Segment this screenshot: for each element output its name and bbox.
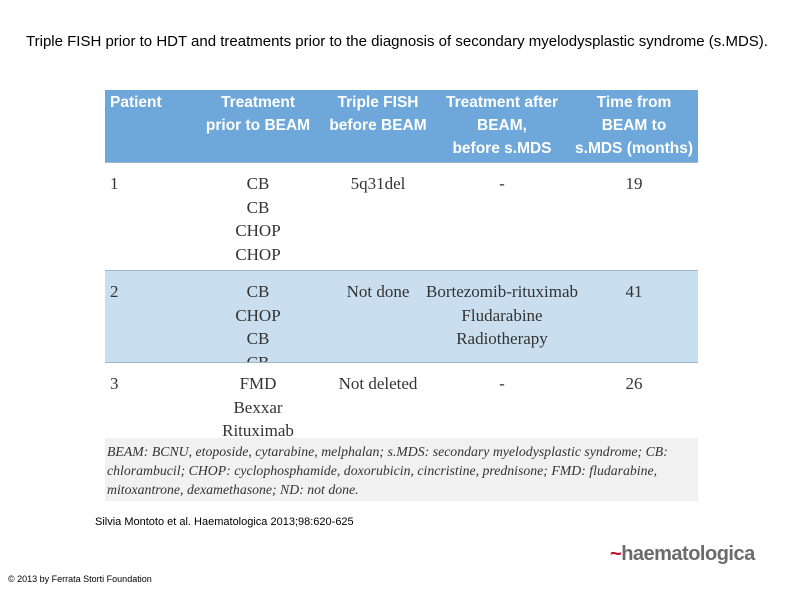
table-row: 1 CB CB CHOP CHOP 5q31del - 19 — [105, 162, 698, 271]
table-cell: Radiotherapy — [456, 329, 548, 348]
table-cell: CB — [246, 174, 270, 193]
header-cell: prior to BEAM — [205, 117, 311, 134]
header-cell: s.MDS (months) — [575, 140, 693, 157]
table-cell: 3 — [110, 374, 119, 393]
header-cell: Time from — [596, 94, 672, 111]
header-cell: Patient — [110, 94, 162, 111]
table-cell: FMD — [239, 374, 277, 393]
table-footnote: BEAM: BCNU, etoposide, cytarabine, melph… — [105, 437, 698, 501]
table-cell: Not deleted — [338, 374, 418, 393]
table-cell: CHOP — [235, 305, 281, 325]
table-row: 2CBCHOPCBCBNot doneBortezomib-rituximabF… — [105, 270, 698, 372]
table-cell: CB — [246, 329, 270, 348]
header-cell: BEAM to — [601, 117, 667, 134]
header-cell: before BEAM — [329, 117, 427, 134]
table-cell: CB — [246, 282, 270, 301]
table-cell: Bortezomib-rituximab — [425, 282, 579, 301]
table-cell: Fludarabine — [461, 305, 543, 325]
header-cell: Triple FISH — [337, 94, 419, 111]
table-cell: 2 — [110, 282, 119, 301]
table-cell: 41 — [625, 282, 643, 301]
table-row: 3 FMD Bexxar Rituximab Not deleted - 26 — [105, 362, 698, 440]
table-cell: - — [499, 374, 505, 393]
table-cell: CHOP — [235, 244, 281, 264]
table-cell: CHOP — [235, 221, 281, 240]
citation: Silvia Montoto et al. Haematologica 2013… — [95, 516, 354, 528]
table-cell: Not done — [346, 282, 410, 301]
logo: ~haematologica — [610, 543, 755, 566]
slide-title: Triple FISH prior to HDT and treatments … — [26, 33, 768, 50]
copyright: © 2013 by Ferrata Storti Foundation — [8, 574, 152, 584]
table-cell: CB — [246, 197, 270, 217]
logo-mark: ~ — [610, 543, 622, 565]
table-cell: Rituximab — [222, 421, 294, 440]
footnote-text: BEAM: BCNU, etoposide, cytarabine, melph… — [107, 444, 668, 497]
table-cell: Bexxar — [233, 397, 283, 417]
logo-text: haematologica — [621, 543, 755, 565]
table-cell: 1 — [110, 174, 119, 193]
table-cell: 19 — [625, 174, 643, 193]
header-cell: BEAM, — [477, 117, 527, 134]
table: Patient Treatment prior to BEAM Triple FISH… — [105, 90, 698, 501]
table-cell: 26 — [625, 374, 643, 393]
table-cell: - — [499, 174, 505, 193]
header-cell: before s.MDS — [452, 140, 552, 157]
header-cell: Treatment after — [446, 94, 558, 111]
header-cell: Treatment — [220, 94, 296, 111]
table-cell: 5q31del — [350, 174, 406, 193]
table-header: Patient Treatment prior to BEAM Triple FISH… — [105, 90, 698, 162]
